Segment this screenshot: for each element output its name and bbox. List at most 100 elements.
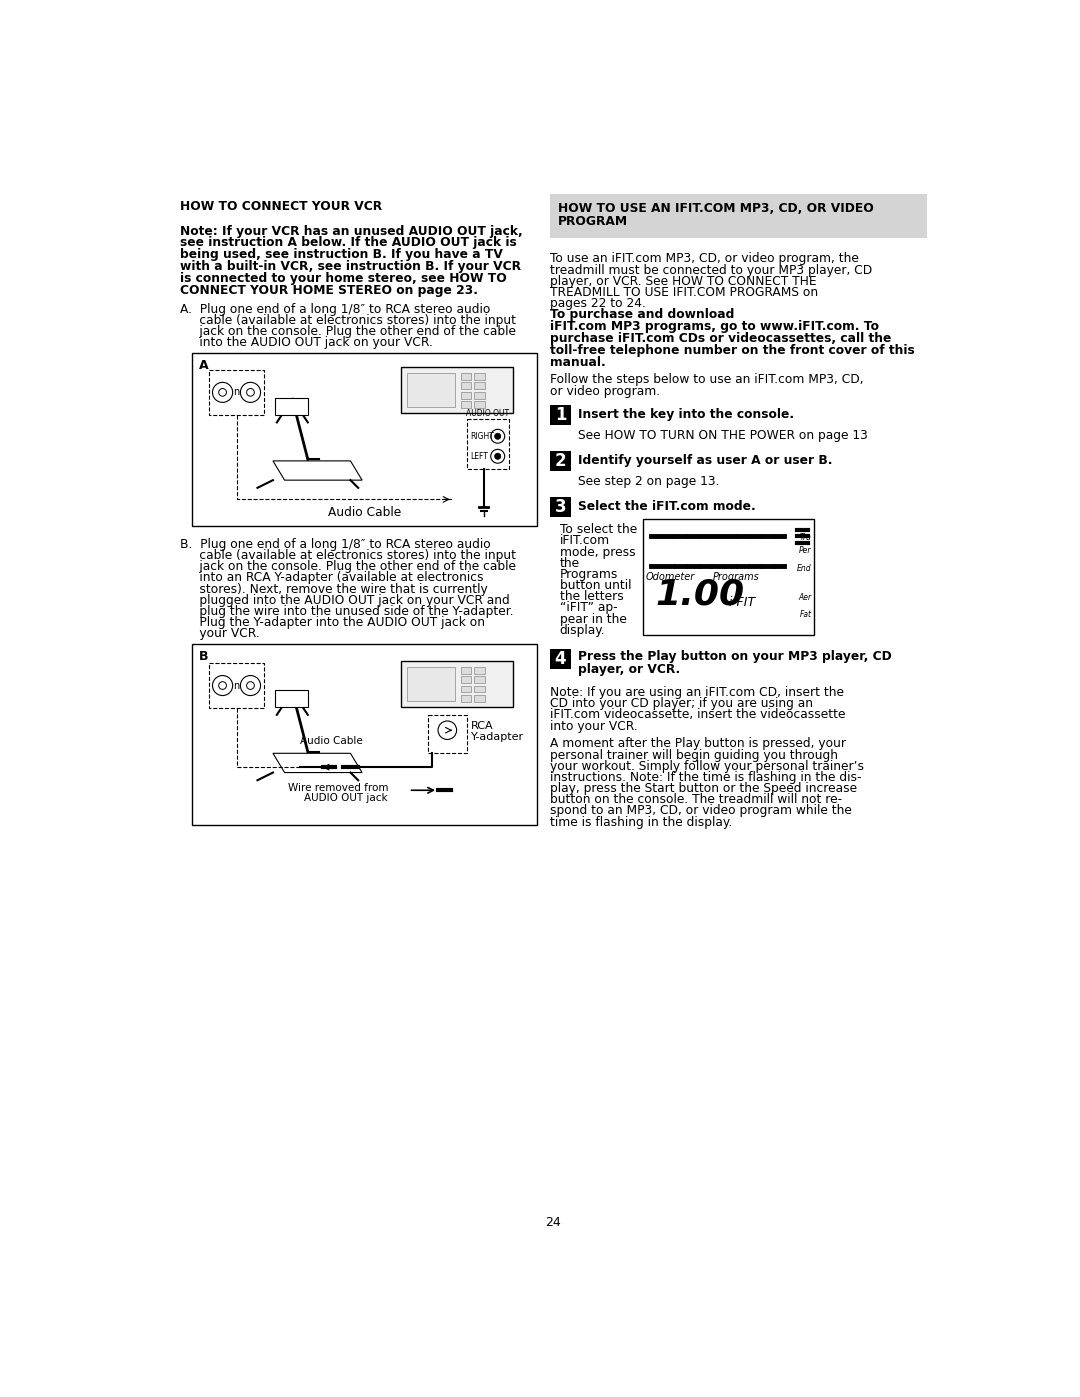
Text: To use an iFIT.com MP3, CD, or video program, the: To use an iFIT.com MP3, CD, or video pro…: [551, 253, 860, 265]
Text: instructions. Note: If the time is flashing in the dis-: instructions. Note: If the time is flash…: [551, 771, 862, 784]
Text: CONNECT YOUR HOME STEREO on page 23.: CONNECT YOUR HOME STEREO on page 23.: [180, 284, 478, 298]
Bar: [474, 686, 485, 693]
Text: n: n: [233, 387, 240, 397]
Bar: [551, 451, 570, 471]
Bar: [208, 370, 265, 415]
Text: B.  Plug one end of a long 1/8″ to RCA stereo audio: B. Plug one end of a long 1/8″ to RCA st…: [180, 538, 490, 550]
Text: Follow the steps below to use an iFIT.com MP3, CD,: Follow the steps below to use an iFIT.co…: [551, 373, 864, 387]
Bar: [474, 391, 485, 398]
Bar: [460, 676, 471, 683]
Text: see instruction A below. If the AUDIO OUT jack is: see instruction A below. If the AUDIO OU…: [180, 236, 516, 250]
Bar: [407, 666, 455, 701]
Text: B: B: [200, 650, 208, 664]
Polygon shape: [273, 461, 362, 481]
Text: Per: Per: [799, 546, 811, 555]
Text: iFIT.com videocassette, insert the videocassette: iFIT.com videocassette, insert the video…: [551, 708, 846, 721]
Text: the: the: [559, 557, 580, 570]
Text: Aer: Aer: [798, 592, 811, 602]
Text: Press the Play button on your MP3 player, CD: Press the Play button on your MP3 player…: [578, 651, 892, 664]
Text: Audio Cable: Audio Cable: [327, 506, 401, 518]
Text: To select the: To select the: [559, 524, 637, 536]
Bar: [474, 383, 485, 390]
Text: TREADMILL TO USE IFIT.COM PROGRAMS on: TREADMILL TO USE IFIT.COM PROGRAMS on: [551, 286, 819, 299]
Bar: [460, 401, 471, 408]
Text: 3: 3: [555, 499, 566, 515]
Text: play, press the Start button or the Speed increase: play, press the Start button or the Spee…: [551, 782, 858, 795]
Polygon shape: [273, 753, 362, 773]
Text: button until: button until: [559, 580, 631, 592]
Text: 2: 2: [555, 451, 566, 469]
Bar: [474, 694, 485, 701]
Text: 24: 24: [545, 1215, 562, 1229]
Text: Identify yourself as user A or user B.: Identify yourself as user A or user B.: [578, 454, 833, 467]
Text: AUDIO OUT jack: AUDIO OUT jack: [303, 792, 388, 802]
Text: cable (available at electronics stores) into the input: cable (available at electronics stores) …: [180, 549, 516, 562]
Text: your VCR.: your VCR.: [180, 627, 259, 640]
Bar: [460, 666, 471, 673]
Text: HOW TO USE AN IFIT.COM MP3, CD, OR VIDEO: HOW TO USE AN IFIT.COM MP3, CD, OR VIDEO: [558, 201, 874, 215]
Bar: [460, 391, 471, 398]
Bar: [474, 373, 485, 380]
Bar: [551, 648, 570, 669]
Text: is connected to your home stereo, see HOW TO: is connected to your home stereo, see HO…: [180, 272, 507, 285]
Text: CD into your CD player; if you are using an: CD into your CD player; if you are using…: [551, 697, 813, 710]
Bar: [551, 194, 927, 239]
Text: display.: display.: [559, 623, 605, 637]
Bar: [401, 661, 513, 707]
Bar: [551, 405, 570, 425]
Text: HOW TO CONNECT YOUR VCR: HOW TO CONNECT YOUR VCR: [180, 200, 382, 212]
Text: 1: 1: [555, 405, 566, 423]
Text: button on the console. The treadmill will not re-: button on the console. The treadmill wil…: [551, 793, 842, 806]
Text: 1.00: 1.00: [656, 577, 744, 610]
Text: Plug the Y-adapter into the AUDIO OUT jack on: Plug the Y-adapter into the AUDIO OUT ja…: [180, 616, 485, 629]
Text: End: End: [797, 564, 811, 573]
Bar: [460, 694, 471, 701]
Text: your workout. Simply follow your personal trainer’s: your workout. Simply follow your persona…: [551, 760, 864, 773]
Text: Note: If you are using an iFIT.com CD, insert the: Note: If you are using an iFIT.com CD, i…: [551, 686, 845, 698]
Text: See step 2 on page 13.: See step 2 on page 13.: [578, 475, 719, 488]
Text: mode, press: mode, press: [559, 546, 635, 559]
Text: Programs: Programs: [713, 571, 759, 581]
Text: RIGHT: RIGHT: [470, 432, 494, 441]
Circle shape: [495, 453, 501, 460]
Text: jack on the console. Plug the other end of the cable: jack on the console. Plug the other end …: [180, 326, 516, 338]
Bar: [474, 666, 485, 673]
Circle shape: [495, 433, 501, 439]
Text: iFIT.com: iFIT.com: [559, 535, 610, 548]
Text: LEFT: LEFT: [470, 451, 488, 461]
Text: Odometer: Odometer: [646, 571, 696, 581]
Text: Insert the key into the console.: Insert the key into the console.: [578, 408, 795, 420]
Text: jack on the console. Plug the other end of the cable: jack on the console. Plug the other end …: [180, 560, 516, 573]
Text: treadmill must be connected to your MP3 player, CD: treadmill must be connected to your MP3 …: [551, 264, 873, 277]
Text: into the AUDIO OUT jack on your VCR.: into the AUDIO OUT jack on your VCR.: [180, 337, 433, 349]
Text: the letters: the letters: [559, 591, 623, 604]
Text: cable (available at electronics stores) into the input: cable (available at electronics stores) …: [180, 314, 516, 327]
Text: Y-adapter: Y-adapter: [471, 732, 524, 742]
Text: into your VCR.: into your VCR.: [551, 719, 638, 732]
Text: manual.: manual.: [551, 356, 606, 369]
Text: pages 22 to 24.: pages 22 to 24.: [551, 298, 646, 310]
Text: 4: 4: [555, 650, 566, 668]
Text: player, or VCR. See HOW TO CONNECT THE: player, or VCR. See HOW TO CONNECT THE: [551, 275, 818, 288]
Text: stores). Next, remove the wire that is currently: stores). Next, remove the wire that is c…: [180, 583, 488, 595]
Text: being used, see instruction B. If you have a TV: being used, see instruction B. If you ha…: [180, 249, 503, 261]
Text: A: A: [200, 359, 208, 372]
Text: Audio Cable: Audio Cable: [300, 736, 363, 746]
Text: Programs: Programs: [559, 569, 618, 581]
Text: n: n: [233, 680, 240, 690]
Text: Tra: Tra: [800, 534, 811, 542]
Bar: [551, 497, 570, 517]
Bar: [275, 398, 308, 415]
Bar: [474, 676, 485, 683]
Text: Note: If your VCR has an unused AUDIO OUT jack,: Note: If your VCR has an unused AUDIO OU…: [180, 225, 523, 237]
Text: A.  Plug one end of a long 1/8″ to RCA stereo audio: A. Plug one end of a long 1/8″ to RCA st…: [180, 303, 490, 316]
Text: with a built-in VCR, see instruction B. If your VCR: with a built-in VCR, see instruction B. …: [180, 260, 521, 274]
Bar: [460, 373, 471, 380]
Bar: [407, 373, 455, 407]
Text: “iFIT” ap-: “iFIT” ap-: [559, 602, 618, 615]
Text: i FIT: i FIT: [729, 597, 755, 609]
Text: time is flashing in the display.: time is flashing in the display.: [551, 816, 732, 828]
Text: Fat: Fat: [799, 610, 811, 619]
Text: purchase iFIT.com CDs or videocassettes, call the: purchase iFIT.com CDs or videocassettes,…: [551, 332, 892, 345]
Text: RCA: RCA: [471, 721, 494, 731]
